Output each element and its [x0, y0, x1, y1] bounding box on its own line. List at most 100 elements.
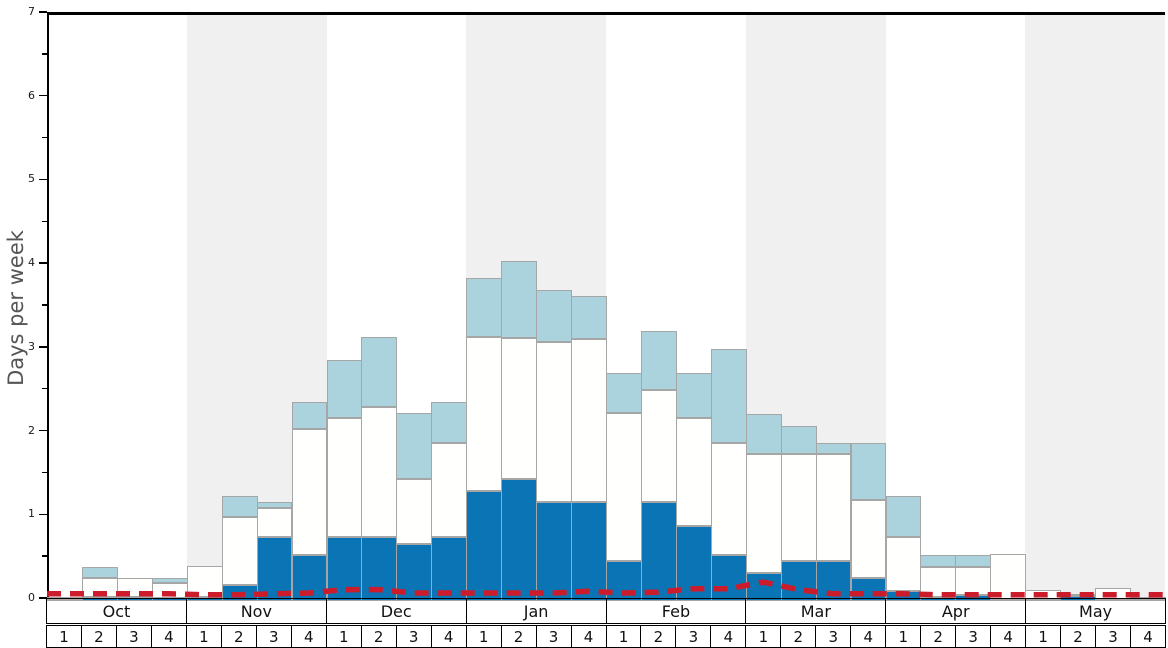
week-cell: 4 [152, 626, 187, 647]
y-tick [39, 429, 47, 432]
month-cell: Oct [47, 599, 187, 623]
y-tick [42, 304, 47, 306]
y-tick [39, 11, 47, 13]
week-cell: 3 [1096, 626, 1132, 647]
bar-segment [396, 412, 433, 479]
bar-segment [536, 289, 572, 343]
bar-segment [780, 426, 817, 454]
bar-segment [606, 412, 642, 561]
bar-segment [361, 336, 398, 407]
bar-segment [571, 502, 607, 601]
y-tick [39, 597, 47, 599]
month-cell: Jan [467, 599, 607, 623]
week-cell: 2 [1061, 626, 1097, 647]
y-tick-label: 2 [28, 423, 35, 437]
month-cell: Feb [607, 599, 747, 623]
week-cell: 3 [397, 626, 432, 647]
bar-segment [291, 401, 328, 430]
month-cell: Mar [746, 599, 887, 623]
week-cell: 3 [117, 626, 152, 647]
week-cell: 1 [746, 626, 782, 647]
bar-segment [221, 517, 258, 586]
month-band [1025, 15, 1166, 598]
bar-segment [815, 560, 852, 601]
month-cell: Dec [327, 599, 467, 623]
week-cell: 4 [292, 626, 327, 647]
bar-segment [850, 499, 887, 579]
y-tick [42, 220, 47, 223]
week-cell: 2 [641, 626, 677, 647]
week-cell: 2 [781, 626, 817, 647]
week-cell: 4 [991, 626, 1027, 647]
y-tick [42, 136, 47, 139]
week-cell: 4 [572, 626, 607, 647]
y-tick [39, 94, 47, 97]
bar-segment [850, 442, 887, 500]
bar-segment [815, 453, 852, 561]
bar-segment [466, 337, 503, 492]
y-tick [42, 555, 47, 557]
week-cell: 3 [676, 626, 712, 647]
bar-segment [431, 401, 468, 443]
y-tick [39, 178, 47, 181]
bar-segment [885, 495, 922, 538]
week-cell: 4 [851, 626, 887, 647]
bar-segment [186, 565, 223, 597]
week-cell: 2 [362, 626, 397, 647]
month-cell: May [1079, 601, 1113, 621]
week-cell: 2 [921, 626, 957, 647]
week-cell: 1 [886, 626, 922, 647]
y-tick-label: 6 [28, 88, 35, 102]
bar-segment [81, 566, 118, 579]
bar-segment [571, 296, 607, 339]
y-tick-label: 0 [28, 591, 35, 604]
bar-segment [640, 331, 677, 390]
y-tick [39, 513, 47, 516]
bar-segment [501, 338, 538, 479]
week-cell: 4 [711, 626, 747, 647]
week-cell: 1 [187, 626, 222, 647]
bar-segment [536, 502, 572, 601]
y-tick-label: 3 [28, 339, 35, 353]
bar-segment [396, 478, 433, 545]
week-cell: 1 [327, 626, 362, 647]
month-cell: Nov [187, 599, 327, 623]
week-cell: 4 [1143, 627, 1153, 646]
bar-segment [710, 555, 747, 601]
week-cell: 3 [816, 626, 852, 647]
week-cell: 2 [222, 626, 257, 647]
bar-segment [780, 560, 817, 601]
y-tick-label: 5 [28, 172, 35, 186]
bar-segment [710, 349, 747, 443]
bar-segment [640, 390, 677, 503]
y-tick [42, 387, 47, 390]
bar-segment [990, 554, 1027, 600]
week-cell: 1 [467, 626, 502, 647]
plot-area [47, 12, 1166, 602]
month-axis-row: Oct Nov Dec Jan Feb Mar Apr May [46, 598, 1166, 624]
week-cell: 3 [956, 626, 992, 647]
bar-segment [256, 537, 293, 601]
week-cell: 1 [47, 626, 82, 647]
bar-segment [571, 339, 607, 503]
y-tick-label: 7 [28, 5, 35, 18]
week-cell: 2 [82, 626, 117, 647]
y-tick [42, 53, 47, 55]
bar-segment [885, 537, 922, 591]
bar-segment [745, 453, 782, 574]
bar-segment [466, 277, 503, 338]
week-cell: 4 [432, 626, 467, 647]
week-cell: 3 [537, 626, 572, 647]
y-tick-label: 1 [28, 507, 35, 521]
bar-segment [501, 478, 538, 601]
bar-segment [675, 372, 712, 418]
week-cell: 2 [502, 626, 537, 647]
average-snow-line [47, 579, 1165, 598]
bar-segment [361, 406, 398, 538]
week-cell: 1 [607, 626, 642, 647]
week-cell: 3 [257, 626, 292, 647]
y-tick-label: 4 [28, 256, 35, 270]
